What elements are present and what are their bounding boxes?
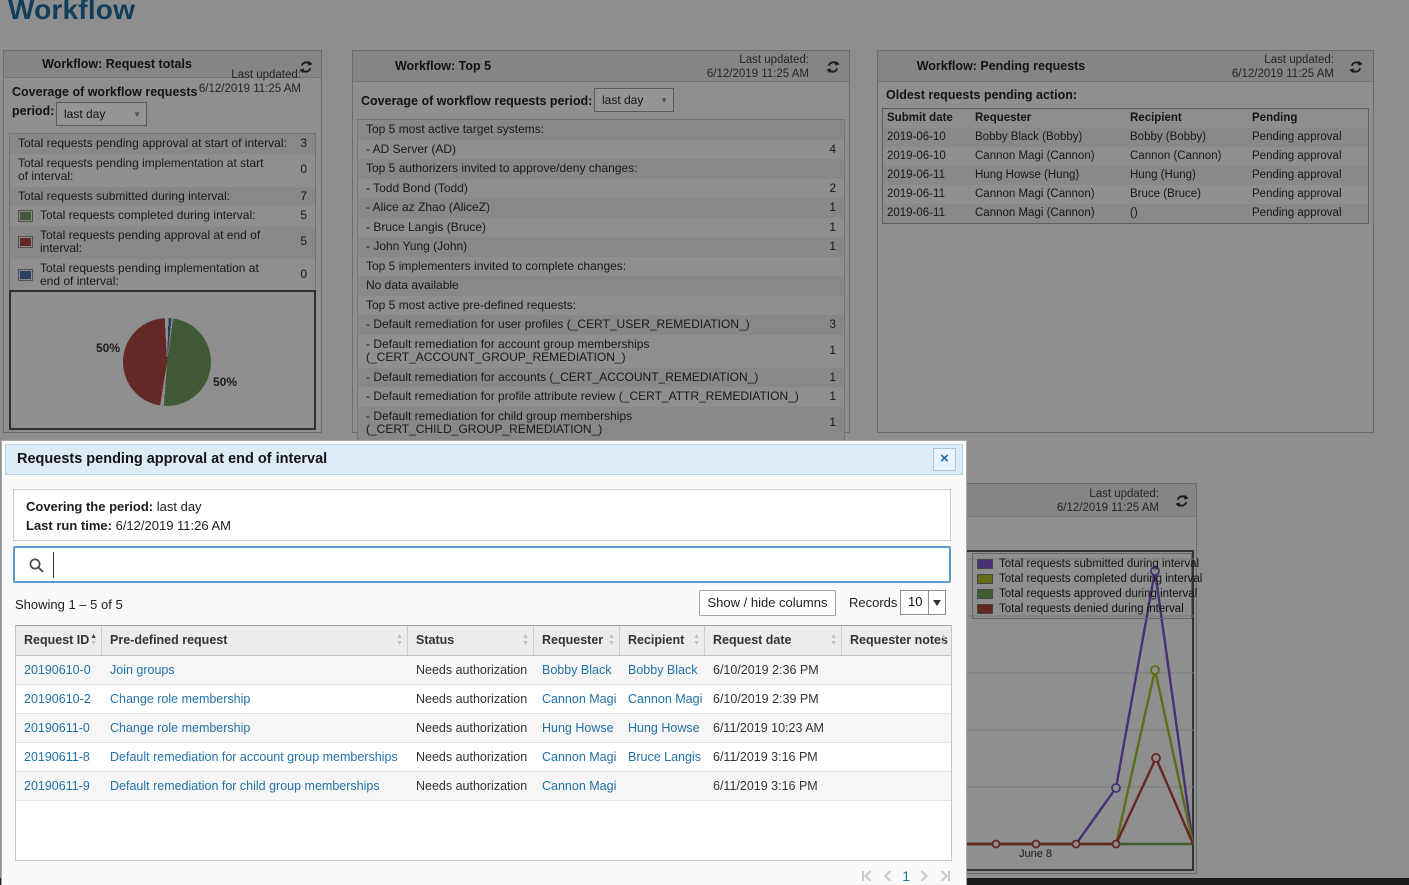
covering-period-line: Covering the period: last day <box>26 497 938 516</box>
status-cell: Needs authorization <box>408 743 534 771</box>
col-requester-notes[interactable]: Requester notes▲▼ <box>842 626 951 655</box>
col-requester[interactable]: Requester ▲▼ <box>534 626 620 655</box>
header-label: Request date <box>713 633 792 647</box>
predefined-request-link[interactable]: Change role membership <box>102 685 408 713</box>
request-id-link[interactable]: 20190611-0 <box>16 714 102 742</box>
col-request-date[interactable]: Request date ▲▼ <box>705 626 842 655</box>
col-status[interactable]: Status ▲▼ <box>408 626 534 655</box>
table-row: 20190611-0Change role membershipNeeds au… <box>16 714 951 743</box>
covering-period-value: last day <box>157 499 202 514</box>
modal-info-box: Covering the period: last day Last run t… <box>13 489 951 541</box>
requester-link[interactable]: Hung Howse <box>534 714 620 742</box>
sort-icon: ▲▼ <box>90 634 97 647</box>
requester-link[interactable]: Bobby Black <box>534 656 620 684</box>
requester-link[interactable]: Cannon Magi <box>534 743 620 771</box>
sort-icon: ▲▼ <box>830 634 837 647</box>
header-label: Request ID <box>24 633 89 647</box>
show-hide-columns-button[interactable]: Show / hide columns <box>699 590 836 616</box>
requests-table: Request ID▲▼ Pre-defined request▲▼ Statu… <box>15 625 952 861</box>
modal-requests-pending-approval: Requests pending approval at end of inte… <box>1 440 967 885</box>
request-id-link[interactable]: 20190610-2 <box>16 685 102 713</box>
request-date-cell: 6/10/2019 2:36 PM <box>705 656 842 684</box>
recipient-link[interactable]: Cannon Magi <box>620 685 705 713</box>
records-value: 10 <box>908 594 922 609</box>
predefined-request-link[interactable]: Default remediation for account group me… <box>102 743 408 771</box>
request-id-link[interactable]: 20190610-0 <box>16 656 102 684</box>
modal-title: Requests pending approval at end of inte… <box>17 445 327 474</box>
status-cell: Needs authorization <box>408 656 534 684</box>
request-date-cell: 6/11/2019 3:16 PM <box>705 743 842 771</box>
pagination: 1 <box>860 868 952 884</box>
predefined-request-link[interactable]: Change role membership <box>102 714 408 742</box>
header-label: Requester <box>542 633 603 647</box>
first-page-icon[interactable] <box>860 869 874 883</box>
recipient-link[interactable]: Bobby Black <box>620 656 705 684</box>
predefined-request-link[interactable]: Default remediation for child group memb… <box>102 772 408 800</box>
col-request-id[interactable]: Request ID▲▼ <box>16 626 102 655</box>
last-run-line: Last run time: 6/12/2019 11:26 AM <box>26 516 938 535</box>
status-cell: Needs authorization <box>408 772 534 800</box>
requester-notes-cell <box>842 772 951 800</box>
table-row: 20190611-9Default remediation for child … <box>16 772 951 801</box>
table-row: 20190611-8Default remediation for accoun… <box>16 743 951 772</box>
last-run-label: Last run time: <box>26 518 112 533</box>
col-recipient[interactable]: Recipient ▲▼ <box>620 626 705 655</box>
recipient-link[interactable] <box>620 772 705 800</box>
request-id-link[interactable]: 20190611-9 <box>16 772 102 800</box>
recipient-link[interactable]: Hung Howse <box>620 714 705 742</box>
header-label: Status <box>416 633 454 647</box>
status-cell: Needs authorization <box>408 714 534 742</box>
col-predefined-request[interactable]: Pre-defined request ▲▼ <box>102 626 408 655</box>
table-header-row: Request ID▲▼ Pre-defined request▲▼ Statu… <box>16 626 951 656</box>
header-label: Requester notes <box>850 633 948 647</box>
header-label: Recipient <box>628 633 684 647</box>
covering-period-label: Covering the period: <box>26 499 153 514</box>
requester-notes-cell <box>842 685 951 713</box>
records-label: Records <box>849 595 897 610</box>
sort-icon: ▲▼ <box>693 634 700 647</box>
requester-notes-cell <box>842 656 951 684</box>
requester-link[interactable]: Cannon Magi <box>534 685 620 713</box>
requester-notes-cell <box>842 714 951 742</box>
table-row: 20190610-0Join groupsNeeds authorization… <box>16 656 951 685</box>
sort-icon: ▲▼ <box>522 634 529 647</box>
requester-notes-cell <box>842 743 951 771</box>
requester-link[interactable]: Cannon Magi <box>534 772 620 800</box>
search-input[interactable] <box>53 552 941 578</box>
request-date-cell: 6/11/2019 10:23 AM <box>705 714 842 742</box>
records-select[interactable]: 10 <box>900 590 946 615</box>
sort-icon: ▲▼ <box>396 634 403 647</box>
request-date-cell: 6/11/2019 3:16 PM <box>705 772 842 800</box>
last-run-value: 6/12/2019 11:26 AM <box>116 518 231 533</box>
showing-count: Showing 1 – 5 of 5 <box>15 597 123 612</box>
modal-titlebar: Requests pending approval at end of inte… <box>5 444 963 475</box>
sort-icon: ▲▼ <box>940 634 947 647</box>
predefined-request-link[interactable]: Join groups <box>102 656 408 684</box>
close-icon[interactable]: × <box>933 448 956 471</box>
last-page-icon[interactable] <box>938 869 952 883</box>
prev-page-icon[interactable] <box>881 869 895 883</box>
chevron-down-icon <box>928 591 945 614</box>
table-row: 20190610-2Change role membershipNeeds au… <box>16 685 951 714</box>
recipient-link[interactable]: Bruce Langis <box>620 743 705 771</box>
sort-icon: ▲▼ <box>608 634 615 647</box>
request-id-link[interactable]: 20190611-8 <box>16 743 102 771</box>
search-icon <box>28 557 45 574</box>
header-label: Pre-defined request <box>110 633 227 647</box>
search-box <box>13 546 951 583</box>
page-number[interactable]: 1 <box>902 868 910 884</box>
next-page-icon[interactable] <box>917 869 931 883</box>
request-date-cell: 6/10/2019 2:39 PM <box>705 685 842 713</box>
status-cell: Needs authorization <box>408 685 534 713</box>
